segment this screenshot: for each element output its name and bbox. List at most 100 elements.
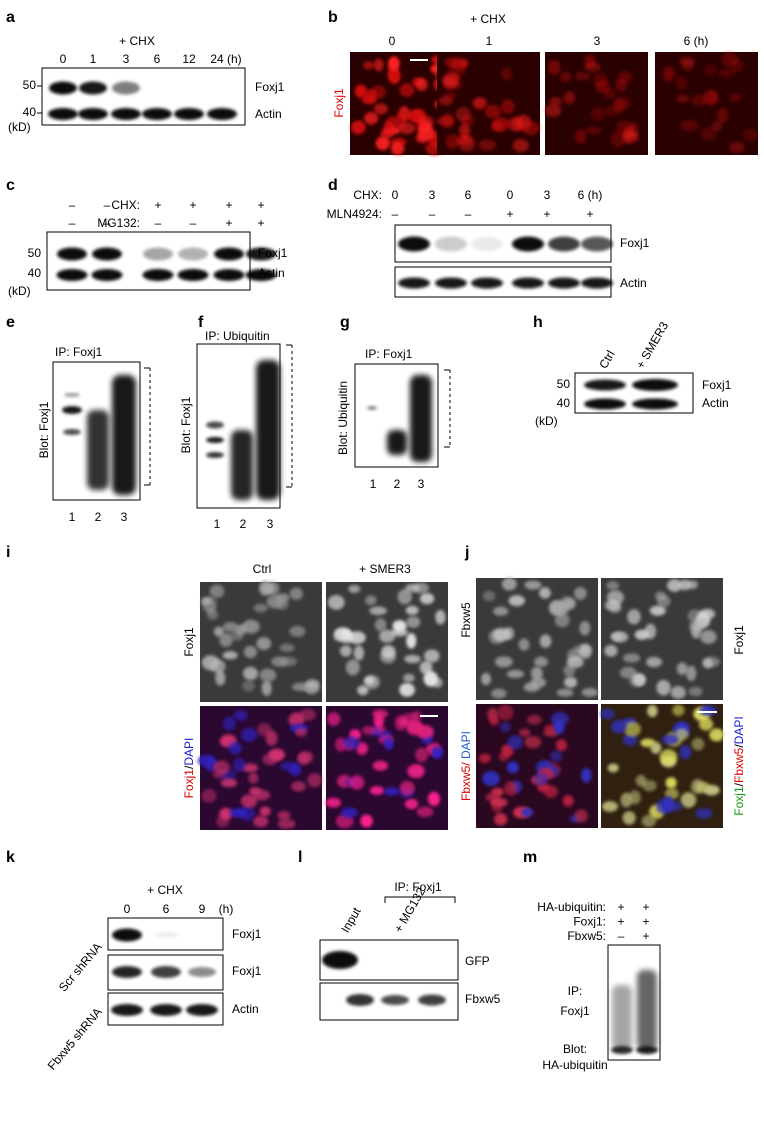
band (206, 452, 224, 458)
label: CHX: (111, 198, 140, 212)
label: MLN4924: (327, 207, 382, 221)
nucleus (249, 787, 261, 796)
nucleus (550, 750, 563, 762)
band (611, 1046, 633, 1054)
smear (256, 360, 280, 500)
band (584, 379, 626, 391)
label: – (104, 198, 111, 212)
nucleus (360, 814, 373, 828)
nucleus (233, 710, 248, 721)
label: + SMER3 (359, 562, 411, 576)
nucleus (670, 686, 686, 699)
nucleus (742, 128, 758, 142)
label: IP: Ubiquitin (205, 329, 270, 343)
nucleus (645, 656, 663, 668)
nucleus (676, 94, 690, 103)
label: Blot: Foxj1 (179, 396, 193, 453)
band (79, 81, 107, 95)
nucleus (406, 109, 421, 122)
label: 1 (90, 52, 97, 66)
nucleus (445, 134, 460, 149)
label: 0 (389, 34, 396, 48)
label: – (618, 929, 625, 943)
nucleus (201, 655, 220, 671)
blot-frame (394, 266, 612, 298)
nucleus (662, 795, 674, 812)
nucleus (387, 56, 400, 71)
nucleus (404, 798, 419, 810)
nucleus (265, 730, 278, 746)
nucleus (364, 675, 380, 690)
nucleus (348, 584, 361, 594)
panel-label: d (328, 177, 338, 194)
band (150, 1004, 182, 1016)
label: + (257, 198, 264, 212)
nucleus (450, 57, 467, 71)
label: 3 (123, 52, 130, 66)
band (548, 277, 580, 289)
label: + (189, 198, 196, 212)
nucleus (279, 761, 298, 771)
nucleus (297, 753, 310, 765)
band (151, 966, 181, 978)
nucleus (554, 613, 570, 628)
band (91, 269, 123, 281)
nucleus (581, 687, 599, 697)
nucleus (307, 772, 323, 788)
nucleus (729, 141, 745, 153)
nucleus (585, 126, 602, 135)
nucleus (213, 760, 230, 775)
nucleus (259, 668, 277, 682)
nucleus (375, 136, 391, 151)
label: 50 (557, 377, 571, 391)
label: 50 (23, 78, 37, 92)
band (112, 966, 142, 978)
band (112, 928, 142, 942)
label: 1 (69, 510, 76, 524)
band (381, 995, 409, 1005)
nucleus (438, 96, 453, 106)
nucleus (219, 807, 233, 820)
panel-label: f (198, 314, 204, 331)
band (213, 269, 245, 281)
nucleus (501, 577, 517, 591)
label: + (642, 915, 649, 929)
nucleus (612, 631, 629, 643)
nucleus (711, 121, 723, 132)
smear (637, 970, 657, 1050)
nucleus (654, 591, 667, 601)
nucleus (459, 122, 471, 139)
nucleus (611, 719, 627, 734)
label: IP: Foxj1 (394, 880, 442, 894)
nucleus (680, 792, 697, 808)
label: 6 (154, 52, 161, 66)
nucleus (604, 105, 622, 117)
band (246, 247, 276, 261)
nucleus (399, 780, 415, 796)
nucleus (508, 595, 526, 607)
nucleus (427, 791, 441, 807)
nucleus (690, 94, 709, 107)
nucleus (584, 61, 601, 73)
label: (kD) (535, 414, 558, 428)
nucleus (606, 581, 620, 591)
nucleus (590, 107, 606, 121)
band (143, 247, 173, 261)
nucleus (369, 786, 385, 795)
nucleus (365, 595, 377, 606)
band (174, 108, 204, 120)
label: 40 (23, 105, 37, 119)
nucleus (530, 666, 543, 680)
nucleus (672, 704, 685, 717)
panel-label: m (523, 849, 537, 866)
nucleus (230, 629, 244, 641)
nucleus (417, 125, 435, 141)
panel-label: k (6, 849, 15, 866)
label: 24 (h) (210, 52, 241, 66)
label: Actin (255, 107, 282, 121)
nucleus (299, 708, 317, 721)
panel-label: c (6, 177, 15, 194)
label: – (155, 216, 162, 230)
label: 40 (28, 266, 42, 280)
